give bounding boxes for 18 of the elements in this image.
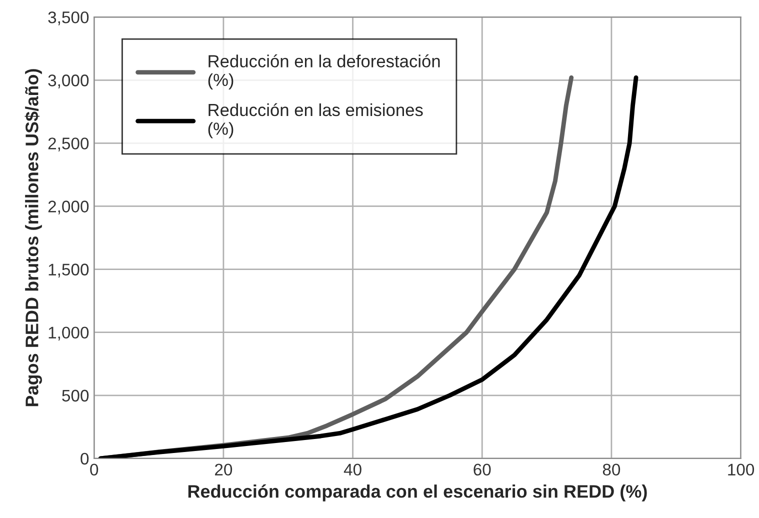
- y-tick-label: 2,000: [48, 200, 89, 214]
- y-tick-label: 1,000: [48, 326, 89, 341]
- y-tick-label: 500: [62, 390, 89, 402]
- y-tick-label: 0: [80, 452, 89, 465]
- legend-label: Reducción en la deforestación (%): [208, 54, 440, 90]
- y-axis-title: Pagos REDD brutos (millones US$/año): [24, 69, 42, 406]
- y-tick-label: 3,000: [48, 74, 89, 88]
- x-tick-label: 0: [90, 464, 98, 476]
- y-tick-label: 3,500: [48, 11, 89, 26]
- x-tick-label: 40: [344, 464, 362, 476]
- x-tick-label: 20: [215, 464, 232, 476]
- x-tick-label: 100: [728, 464, 754, 476]
- x-tick-label: 60: [474, 464, 491, 476]
- y-tick-label: 1,500: [48, 264, 89, 278]
- y-tick-label: 2,500: [48, 138, 89, 152]
- legend-label: Reducción en las emisiones (%): [208, 103, 423, 138]
- x-axis-title: Reducción comparada con el escenario sin REDD (%): [188, 484, 647, 502]
- x-tick-label: 80: [602, 464, 620, 476]
